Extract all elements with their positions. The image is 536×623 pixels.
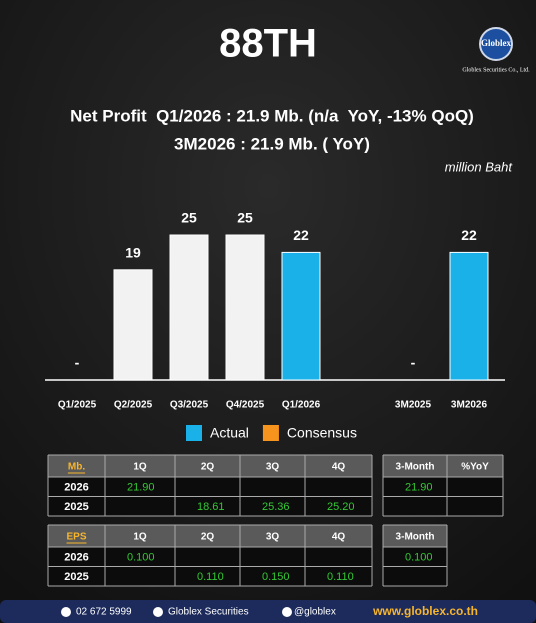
table-header: EPS — [66, 532, 86, 543]
table-header-bg — [48, 525, 372, 547]
title: 88TH — [219, 22, 317, 66]
footer-bar — [0, 600, 536, 623]
table-cell: 0.100 — [127, 552, 155, 564]
table-header: 1Q — [133, 462, 147, 473]
table-header: 3-Month — [396, 532, 435, 543]
table-cell: 2026 — [64, 552, 88, 564]
x-tick-label: 3M2026 — [451, 400, 488, 411]
value-label: - — [411, 355, 416, 371]
legend-label: Consensus — [287, 425, 357, 441]
table-cell: 25.36 — [262, 501, 290, 513]
facebook: Globlex Securities — [168, 607, 249, 618]
table-header: 3-Month — [396, 462, 435, 473]
x-tick-label: Q3/2025 — [170, 400, 209, 411]
table-header: 2Q — [201, 462, 215, 473]
facebook-icon — [153, 607, 163, 617]
table-cell: 2025 — [64, 501, 88, 513]
table-cell: 25.20 — [327, 501, 355, 513]
table-cell: 0.100 — [405, 552, 433, 564]
table-header: 4Q — [332, 532, 346, 543]
x-tick-label: 3M2025 — [395, 400, 432, 411]
unit-label: million Baht — [445, 159, 514, 174]
phone: 02 672 5999 — [76, 607, 132, 618]
headline: Net Profit Q1/2026 : 21.9 Mb. (n/a YoY, … — [70, 106, 474, 125]
table-header-bg — [48, 455, 372, 477]
value-label: 25 — [237, 210, 253, 226]
table-header: Mb. — [68, 462, 85, 473]
value-label: 22 — [293, 227, 309, 243]
subline: 3M2026 : 21.9 Mb. ( YoY) — [174, 134, 370, 153]
company: Globlex Securities Co., Ltd. — [462, 67, 530, 73]
logo: Globlex — [481, 38, 512, 48]
legend-swatch — [262, 425, 279, 441]
bar — [225, 234, 265, 381]
bar — [449, 251, 489, 381]
table-cell: 0.150 — [262, 571, 290, 583]
table-header-bg — [383, 525, 447, 547]
logo-icon — [479, 27, 513, 61]
table-header: 4Q — [332, 462, 346, 473]
table-cell: 0.110 — [327, 571, 354, 583]
table-cell: 0.110 — [197, 571, 224, 583]
x-tick-label: Q1/2025 — [58, 400, 97, 411]
table-cell: 2025 — [64, 571, 88, 583]
table-header-bg — [383, 455, 503, 477]
table-cell: 21.90 — [405, 482, 433, 494]
x-tick-label: Q4/2025 — [226, 400, 265, 411]
x-tick-label: Q2/2025 — [114, 400, 153, 411]
website: www.globlex.co.th — [372, 604, 478, 618]
value-label: 19 — [125, 245, 141, 261]
table-header: %YoY — [461, 462, 489, 473]
phone-icon — [61, 607, 71, 617]
bar — [113, 269, 153, 381]
value-label: 22 — [461, 227, 477, 243]
line-icon — [282, 607, 292, 617]
table-header: 3Q — [266, 532, 280, 543]
legend-label: Actual — [210, 425, 249, 441]
bar — [281, 251, 321, 381]
x-tick-label: Q1/2026 — [282, 400, 321, 411]
bar — [169, 234, 209, 381]
table-header: 3Q — [266, 462, 280, 473]
value-label: 25 — [181, 210, 197, 226]
table-cell: 2026 — [64, 482, 88, 494]
table-cell: 21.90 — [127, 482, 155, 494]
table-cell: 18.61 — [197, 501, 225, 513]
table-header: 1Q — [133, 532, 147, 543]
table-header: 2Q — [201, 532, 215, 543]
legend-swatch — [186, 425, 202, 441]
line: @globlex — [294, 607, 336, 618]
value-label: - — [75, 355, 80, 371]
